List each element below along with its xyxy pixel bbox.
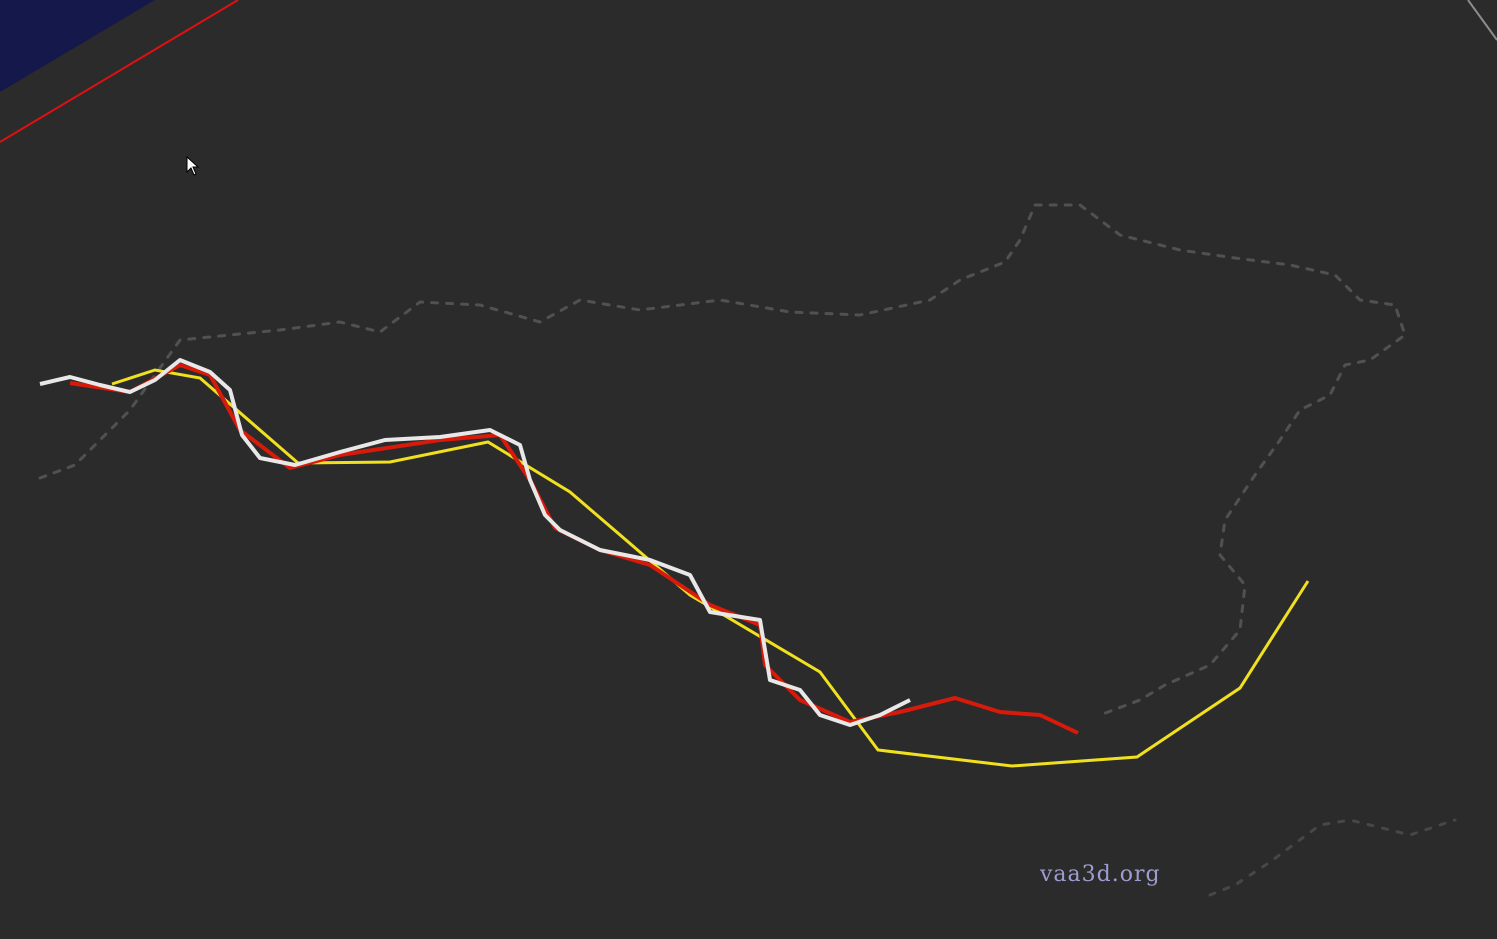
watermark: vaa3d.org bbox=[1040, 862, 1161, 887]
neuron-signal bbox=[38, 203, 1407, 717]
mouse-cursor bbox=[186, 155, 200, 176]
trace-yellow bbox=[111, 368, 1310, 768]
trace-red bbox=[69, 363, 1079, 735]
background-corner bbox=[0, 0, 155, 92]
trace-white bbox=[39, 358, 911, 727]
bounding-box-edge bbox=[0, 0, 239, 143]
bounding-box-edge bbox=[1467, 0, 1497, 41]
neuron-signal bbox=[1208, 818, 1457, 897]
